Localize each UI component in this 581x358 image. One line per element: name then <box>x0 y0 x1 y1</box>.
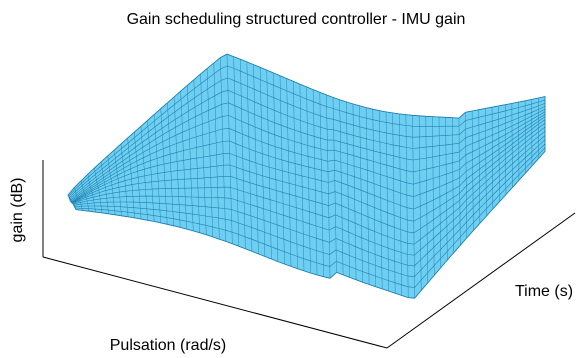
surface-mesh-line <box>72 126 546 234</box>
y-axis-label: Time (s) <box>515 283 573 300</box>
surface-mesh-line <box>73 130 546 245</box>
surface-mesh-line <box>74 143 546 277</box>
surface-mesh-line <box>70 111 546 203</box>
chart-title: Gain scheduling structured controller - … <box>127 11 466 28</box>
surface-mesh-line <box>68 65 546 197</box>
surface-mesh-line <box>69 102 546 202</box>
surface-mesh-line <box>73 135 546 256</box>
surface-mesh-line <box>75 147 546 288</box>
surface-mesh-line <box>71 119 546 210</box>
surface-mesh-line <box>69 89 546 200</box>
z-axis-label: gain (dB) <box>9 178 26 243</box>
surface-mesh-line <box>67 53 546 196</box>
surface-mesh-line <box>71 116 546 204</box>
axes <box>42 160 576 349</box>
surface-mesh-line <box>70 114 546 203</box>
surface-mesh-line <box>72 122 546 222</box>
x-axis-label: Pulsation (rad/s) <box>110 337 227 354</box>
surface-mesh-line <box>75 151 546 299</box>
gain-surface <box>67 53 546 299</box>
surface-mesh-line <box>68 77 546 199</box>
pulsation-axis-line <box>42 256 388 349</box>
surface-mesh-line <box>74 139 546 267</box>
time-axis-line <box>386 212 576 349</box>
